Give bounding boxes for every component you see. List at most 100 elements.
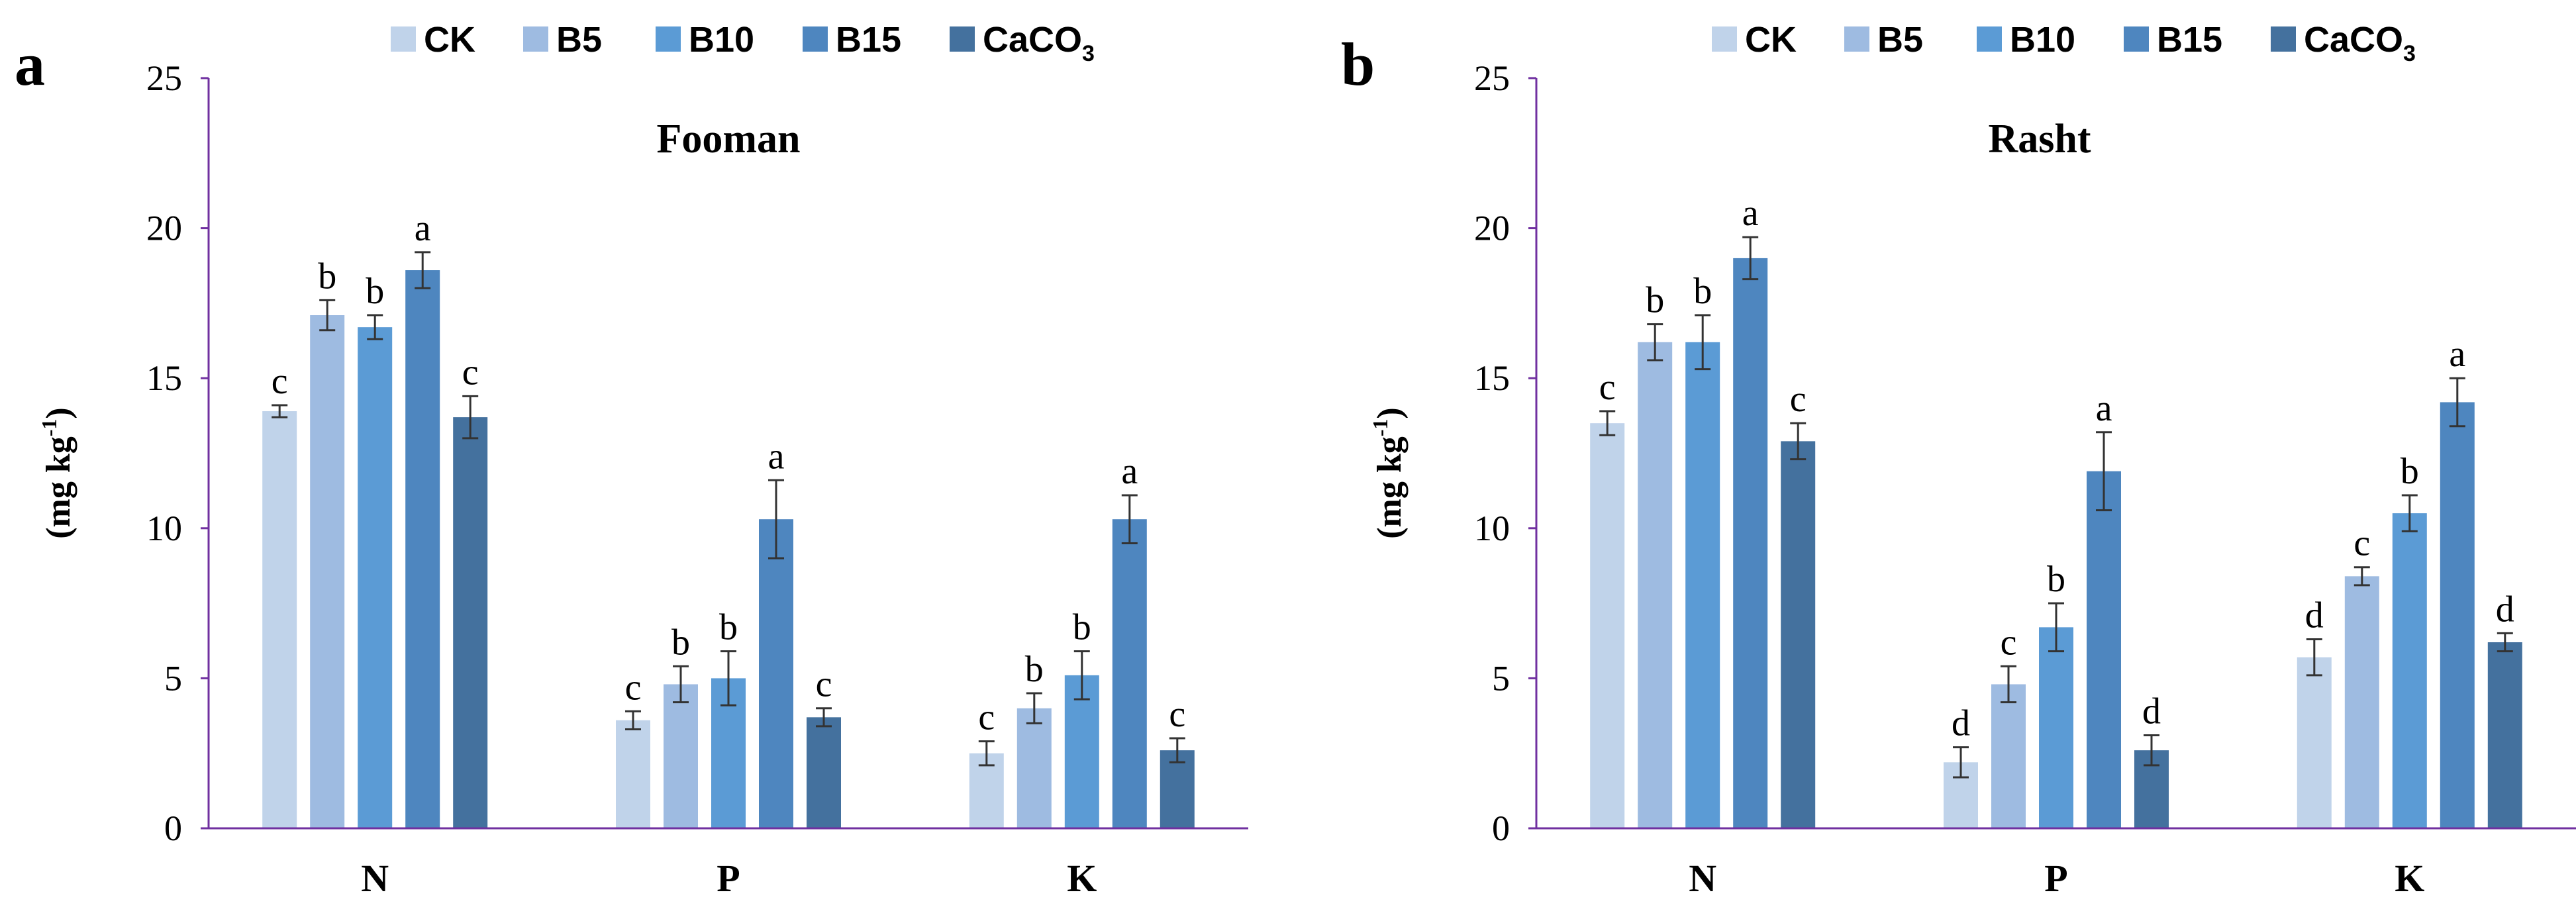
panel-letter-b: b: [1341, 30, 1375, 98]
bar-ck-n: [1590, 423, 1625, 828]
legend-label-b5: B5: [556, 20, 602, 60]
y-tick-label: 10: [1474, 509, 1510, 548]
bar-caco3-p: [807, 717, 841, 828]
bar-b15-n: [1733, 258, 1768, 828]
bar-ck-k: [2297, 657, 2332, 828]
significance-letter: c: [1169, 694, 1185, 735]
legend-label-b5: B5: [1877, 20, 1923, 60]
significance-letter: c: [462, 352, 479, 393]
y-tick-label: 15: [1474, 358, 1510, 398]
y-tick-label: 5: [1492, 658, 1510, 698]
x-category-k: K: [2395, 857, 2424, 900]
significance-letter: b: [719, 607, 738, 648]
bar-caco3-n: [453, 417, 488, 828]
legend-swatch-b10: [656, 26, 681, 52]
legend-swatch-b10: [1977, 26, 2002, 52]
bar-caco3-k: [1160, 750, 1195, 828]
y-tick-label: 0: [1492, 808, 1510, 848]
bar-b10-p: [2039, 627, 2073, 828]
legend-swatch-caco: [2271, 26, 2296, 52]
bar-caco3-k: [2487, 642, 2522, 828]
legend-label-ck: CK: [1745, 20, 1797, 60]
y-tick-label: 0: [164, 808, 182, 848]
y-tick-label: 5: [164, 658, 182, 698]
bar-ck-n: [262, 411, 297, 828]
x-category-k: K: [1067, 857, 1097, 900]
x-category-p: P: [717, 857, 740, 900]
significance-letter: a: [1742, 193, 1759, 234]
significance-letter: a: [2096, 388, 2112, 429]
panel-letter-a: a: [15, 30, 45, 98]
legend-label-b10: B10: [689, 20, 754, 60]
x-category-n: N: [361, 857, 389, 900]
legend-label-caco: CaCO3: [983, 20, 1095, 66]
legend-swatch-ck: [391, 26, 416, 52]
bar-b5-n: [310, 315, 345, 828]
significance-letter: d: [2496, 589, 2514, 630]
significance-letter: b: [1646, 280, 1664, 321]
significance-letter: c: [625, 667, 642, 708]
significance-letter: c: [816, 664, 832, 705]
significance-letter: d: [2142, 691, 2161, 732]
significance-letter: b: [671, 622, 690, 663]
bar-b15-n: [405, 270, 440, 829]
bar-b15-p: [759, 519, 793, 828]
bar-b10-k: [2392, 513, 2427, 828]
y-tick-label: 10: [146, 509, 182, 548]
y-axis-label-a: (mg kg-1): [37, 407, 77, 539]
bar-b10-n: [358, 327, 393, 828]
legend-label-b15: B15: [2157, 20, 2222, 60]
legend-swatch-b15: [2124, 26, 2149, 52]
bar-b5-k: [1016, 708, 1052, 828]
bar-b10-k: [1064, 675, 1099, 828]
significance-letter: c: [272, 361, 288, 402]
y-tick-label: 25: [1474, 58, 1510, 98]
significance-letter: a: [768, 436, 785, 477]
significance-letter: b: [1073, 607, 1091, 648]
legend-label-b10: B10: [2010, 20, 2075, 60]
bar-caco3-n: [1781, 441, 1816, 828]
chart-title-b: Rasht: [1988, 117, 2091, 162]
bar-ck-p: [616, 720, 650, 828]
y-axis-label-b: (mg kg-1): [1368, 407, 1409, 539]
significance-letter: b: [1025, 649, 1044, 690]
y-tick-label: 20: [146, 209, 182, 248]
significance-letter: b: [366, 271, 384, 312]
significance-letter: b: [2047, 559, 2065, 600]
x-category-n: N: [1689, 857, 1716, 900]
bar-b5-n: [1638, 342, 1673, 828]
significance-letter: b: [318, 256, 336, 297]
y-tick-label: 25: [146, 58, 182, 98]
significance-letter: a: [2449, 334, 2465, 375]
y-tick-label: 15: [146, 358, 182, 398]
legend-swatch-b15: [803, 26, 828, 52]
significance-letter: d: [2305, 595, 2324, 636]
bar-b15-k: [1112, 519, 1147, 828]
significance-letter: c: [978, 697, 995, 738]
significance-letter: d: [1952, 703, 1970, 744]
significance-letter: c: [2001, 622, 2017, 663]
chart-title-a: Fooman: [657, 117, 801, 162]
significance-letter: b: [1693, 271, 1712, 312]
legend-swatch-caco: [950, 26, 975, 52]
bar-b10-n: [1685, 342, 1720, 828]
significance-letter: b: [2401, 451, 2419, 492]
legend-label-b15: B15: [836, 20, 901, 60]
y-tick-label: 20: [1474, 209, 1510, 248]
significance-letter: c: [1790, 379, 1807, 420]
bar-b15-p: [2087, 471, 2121, 828]
legend-label-ck: CK: [424, 20, 475, 60]
bar-b5-k: [2344, 576, 2379, 828]
bar-b5-p: [664, 684, 698, 828]
legend-swatch-b5: [1844, 26, 1869, 52]
bar-b5-p: [1991, 684, 2026, 828]
significance-letter: c: [1599, 367, 1616, 408]
legend-label-caco: CaCO3: [2304, 20, 2416, 66]
legend-swatch-b5: [523, 26, 548, 52]
significance-letter: a: [1121, 451, 1138, 492]
bar-b15-k: [2440, 402, 2475, 828]
x-category-p: P: [2044, 857, 2067, 900]
significance-letter: a: [415, 208, 431, 249]
legend-swatch-ck: [1712, 26, 1737, 52]
